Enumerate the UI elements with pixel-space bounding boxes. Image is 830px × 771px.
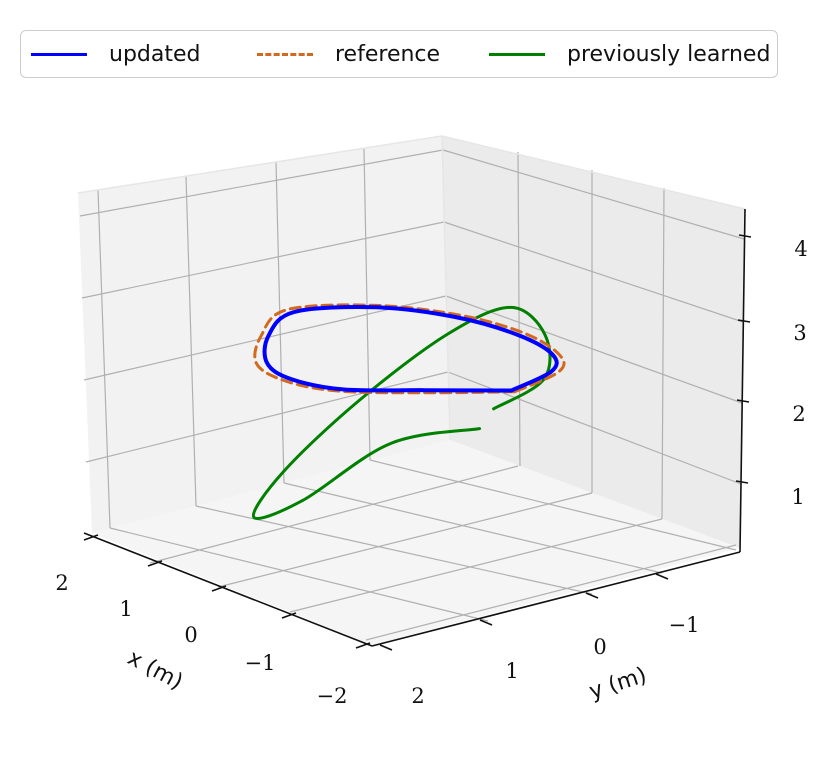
grid-line (97, 189, 111, 529)
legend-swatch-updated (31, 52, 87, 56)
legend-label-reference: reference (335, 41, 441, 67)
x-tick-label: 2 (55, 571, 68, 595)
x-tick-label: 0 (184, 623, 197, 647)
pane-edge (441, 135, 746, 210)
z-tick-label: 1 (791, 485, 804, 509)
y-tick-label: 1 (505, 659, 518, 683)
grid-lines (79, 148, 745, 641)
z-axis-line (739, 208, 746, 553)
z-tick-mark (737, 319, 751, 323)
series-layer (251, 303, 566, 520)
grid-line (149, 465, 519, 564)
grid-line (363, 148, 371, 461)
z-tick-mark (735, 480, 749, 484)
y-tick-label: 0 (593, 635, 606, 659)
axis-lines (83, 208, 746, 647)
legend-item-reference: reference (257, 31, 440, 77)
grid-line (289, 518, 663, 613)
y-axis-title: y (m) (586, 663, 649, 705)
grid-line (79, 149, 444, 217)
grid-line (85, 371, 449, 463)
x-tick-mark (281, 612, 297, 619)
y-tick-mark (655, 573, 669, 580)
grid-line (83, 295, 447, 381)
legend-swatch-reference (257, 52, 313, 56)
z-tick-label: 4 (794, 237, 807, 261)
legend: updated reference previously learned (20, 30, 778, 78)
y-tick-mark (479, 619, 493, 626)
x-tick-mark (211, 585, 227, 592)
x-tick-label: 1 (119, 597, 132, 621)
x-axis-line (83, 532, 373, 647)
grid-line (661, 187, 665, 520)
z-tick-label: 3 (793, 321, 806, 345)
pane-edge (77, 135, 443, 194)
x-tick-mark (147, 560, 163, 567)
grid-line (195, 505, 593, 595)
x-axis-title: x (m) (123, 645, 186, 695)
grid-line (185, 175, 197, 507)
legend-label-previously-learned: previously learned (567, 41, 771, 67)
y-tick-mark (379, 644, 393, 651)
legend-item-updated: updated (31, 31, 200, 77)
y-tick-mark (585, 592, 599, 599)
grid-line (442, 149, 745, 240)
grid-line (283, 482, 663, 574)
x-tick-mark (355, 642, 371, 649)
y-axis-line (371, 551, 741, 647)
grid-line (365, 544, 737, 641)
z-tick-mark (738, 234, 752, 238)
tick-marks (83, 234, 752, 651)
z-tick-mark (736, 399, 750, 403)
grid-line (81, 221, 445, 299)
y-tick-label: 2 (411, 684, 424, 708)
grid-line (275, 161, 285, 484)
series-line-updated (262, 305, 559, 393)
x-tick-label: −1 (245, 651, 276, 675)
series-line-previously-learned (251, 305, 552, 520)
z-tick-label: 2 (792, 402, 805, 426)
grid-line (217, 492, 593, 588)
axes-panes (78, 136, 745, 645)
grid-line (109, 527, 489, 622)
grid-line (445, 295, 743, 404)
floor-pane (92, 440, 740, 645)
legend-swatch-previously-learned (489, 52, 545, 56)
right-pane (442, 136, 745, 548)
x-tick-label: −2 (317, 684, 348, 708)
y-tick-label: −1 (669, 613, 700, 637)
grid-line (443, 221, 744, 323)
legend-label-updated: updated (109, 41, 201, 67)
legend-item-previously-learned: previously learned (489, 31, 770, 77)
left-pane (78, 136, 450, 533)
grid-line (369, 459, 737, 551)
x-tick-mark (83, 534, 99, 541)
tick-labels: 2 1 0 −1 −2 2 1 0 −1 1 2 3 4 (55, 237, 807, 708)
